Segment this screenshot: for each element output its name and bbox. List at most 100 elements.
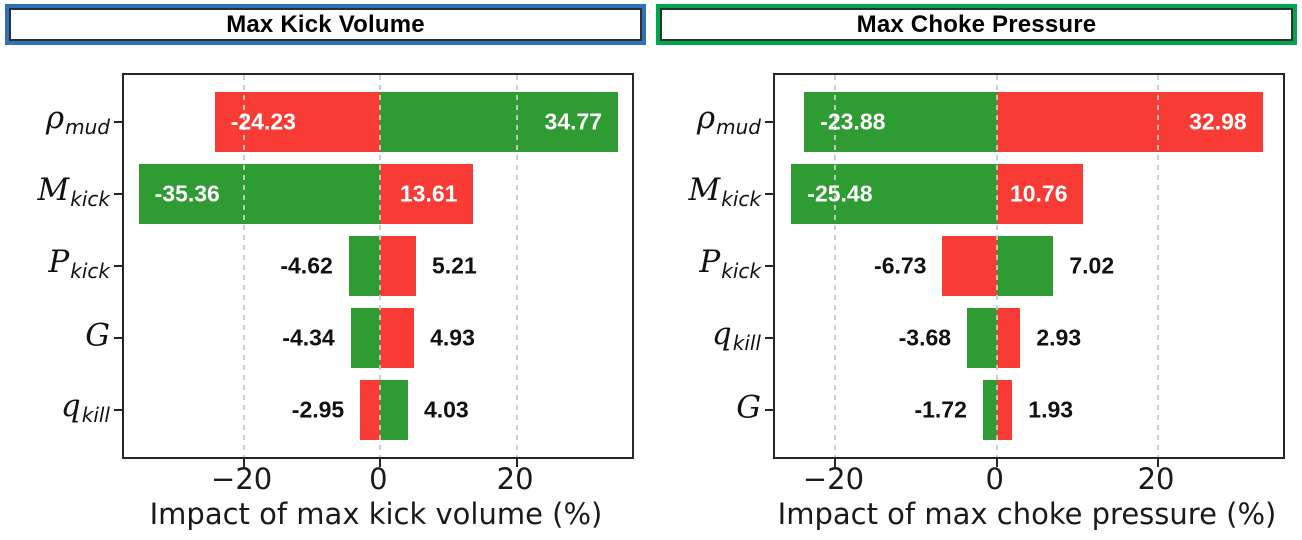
- bar-value-label: 5.21: [432, 252, 477, 279]
- bar-value-label: 4.93: [430, 324, 475, 351]
- x-axis-label: Impact of max kick volume (%): [149, 497, 603, 531]
- bar-segment: [360, 380, 381, 440]
- category-subscript: kill: [81, 402, 110, 427]
- bar-value-label: 34.77: [544, 108, 603, 135]
- bar-value-label: -1.72: [914, 396, 967, 423]
- bar-segment: [380, 380, 408, 440]
- category-symbol: q: [711, 316, 732, 353]
- bar-value-label: 1.93: [1028, 396, 1074, 423]
- bar-value-label: 4.03: [423, 396, 469, 423]
- category-label: qkill: [712, 319, 761, 353]
- y-tick: [765, 121, 773, 123]
- chart-title: Max Kick Volume: [226, 10, 425, 38]
- x-tick: [995, 459, 998, 467]
- category-label: Pkick: [48, 247, 110, 281]
- y-tick: [114, 409, 122, 411]
- category-label: Pkick: [699, 247, 761, 281]
- bar-value-label: 13.61: [399, 180, 458, 207]
- bar-segment: [380, 164, 474, 224]
- bar-value-label: -24.23: [230, 108, 296, 135]
- y-tick: [114, 121, 122, 123]
- bar-segment: [996, 164, 1084, 224]
- x-tick: [1157, 459, 1160, 467]
- bar-segment: [982, 380, 997, 440]
- bar-segment: [967, 308, 997, 368]
- x-axis-label: Impact of max choke pressure (%): [777, 497, 1277, 531]
- bar-segment: [996, 308, 1021, 368]
- bar-value-label: 7.02: [1069, 252, 1115, 279]
- category-symbol: ρ: [45, 100, 65, 137]
- category-symbol: M: [688, 172, 721, 209]
- bar-value-label: -3.68: [898, 324, 952, 351]
- x-tick-label: 20: [1137, 462, 1175, 496]
- category-label: ρmud: [46, 103, 110, 137]
- category-symbol: G: [85, 317, 110, 354]
- bar-segment: [380, 236, 416, 296]
- y-tick: [765, 337, 773, 339]
- y-tick: [765, 193, 773, 195]
- bar-segment: [996, 236, 1054, 296]
- bar-segment: [350, 308, 381, 368]
- chart-title-inner-frame: Max Kick Volume: [9, 8, 642, 41]
- x-tick: [242, 459, 245, 467]
- category-subscript: kill: [732, 330, 761, 355]
- gridline: [1157, 75, 1160, 457]
- category-subscript: mud: [65, 114, 110, 139]
- bar-value-label: 2.93: [1036, 324, 1082, 351]
- gridline: [242, 75, 245, 457]
- chart-title-inner-frame: Max Choke Pressure: [660, 8, 1293, 41]
- y-tick: [114, 337, 122, 339]
- bar-segment: [791, 164, 997, 224]
- x-tick-label: 0: [369, 462, 388, 496]
- category-symbol: G: [736, 389, 761, 426]
- bar-segment: [996, 92, 1263, 152]
- bar-segment: [942, 236, 997, 296]
- x-tick: [516, 459, 519, 467]
- chart-title: Max Choke Pressure: [856, 10, 1097, 38]
- category-symbol: ρ: [696, 100, 716, 137]
- category-symbol: q: [60, 388, 81, 425]
- x-tick-label: 20: [496, 462, 534, 496]
- category-label: Mkick: [689, 175, 761, 209]
- x-tick: [834, 459, 837, 467]
- x-tick-label: 0: [985, 462, 1004, 496]
- category-subscript: kick: [70, 258, 110, 283]
- y-tick: [114, 193, 122, 195]
- bar-value-label: -6.73: [874, 252, 927, 279]
- category-subscript: kick: [70, 186, 110, 211]
- bar-segment: [214, 92, 381, 152]
- x-tick-label: −20: [211, 462, 273, 496]
- bar-value-label: -4.62: [280, 252, 333, 279]
- category-label: G: [85, 317, 110, 354]
- y-tick: [765, 265, 773, 267]
- bar-value-label: -23.88: [820, 108, 886, 135]
- category-subscript: kick: [721, 258, 761, 283]
- gridline: [516, 75, 519, 457]
- chart-title-box: Max Choke Pressure: [656, 4, 1297, 45]
- bar-segment: [348, 236, 381, 296]
- x-tick-label: −20: [802, 462, 865, 496]
- category-symbol: P: [48, 244, 70, 281]
- plot-area: -24.23 34.77 -35.36 13.61 -4.62 5.21 -4.34 4.93…: [114, 73, 634, 467]
- chart-panel-max-choke-pressure: Max Choke Pressure -23.88 32.98 -25.48 10.7…: [651, 0, 1302, 540]
- gridline: [834, 75, 837, 457]
- category-subscript: kick: [721, 186, 761, 211]
- chart-panel-max-kick-volume: Max Kick Volume -24.23 34.77 -35.36 13.61 -4…: [5, 4, 646, 531]
- plot-area: -23.88 32.98 -25.48 10.76 -6.73 7.02 -3.68 2.93…: [765, 73, 1285, 467]
- y-tick: [765, 409, 773, 411]
- category-symbol: P: [699, 244, 721, 281]
- bar-value-label: -4.34: [282, 324, 335, 351]
- gridline: [995, 75, 998, 457]
- category-symbol: M: [37, 172, 70, 209]
- y-tick: [114, 265, 122, 267]
- x-tick: [379, 459, 382, 467]
- category-label: Mkick: [38, 175, 110, 209]
- bar-value-label: -35.36: [154, 180, 220, 207]
- bar-value-label: 10.76: [1009, 180, 1068, 207]
- bar-segment: [380, 92, 619, 152]
- chart-title-box: Max Kick Volume: [5, 4, 646, 45]
- bar-segment: [138, 164, 381, 224]
- category-label: ρmud: [697, 103, 761, 137]
- bar-value-label: 32.98: [1189, 108, 1247, 135]
